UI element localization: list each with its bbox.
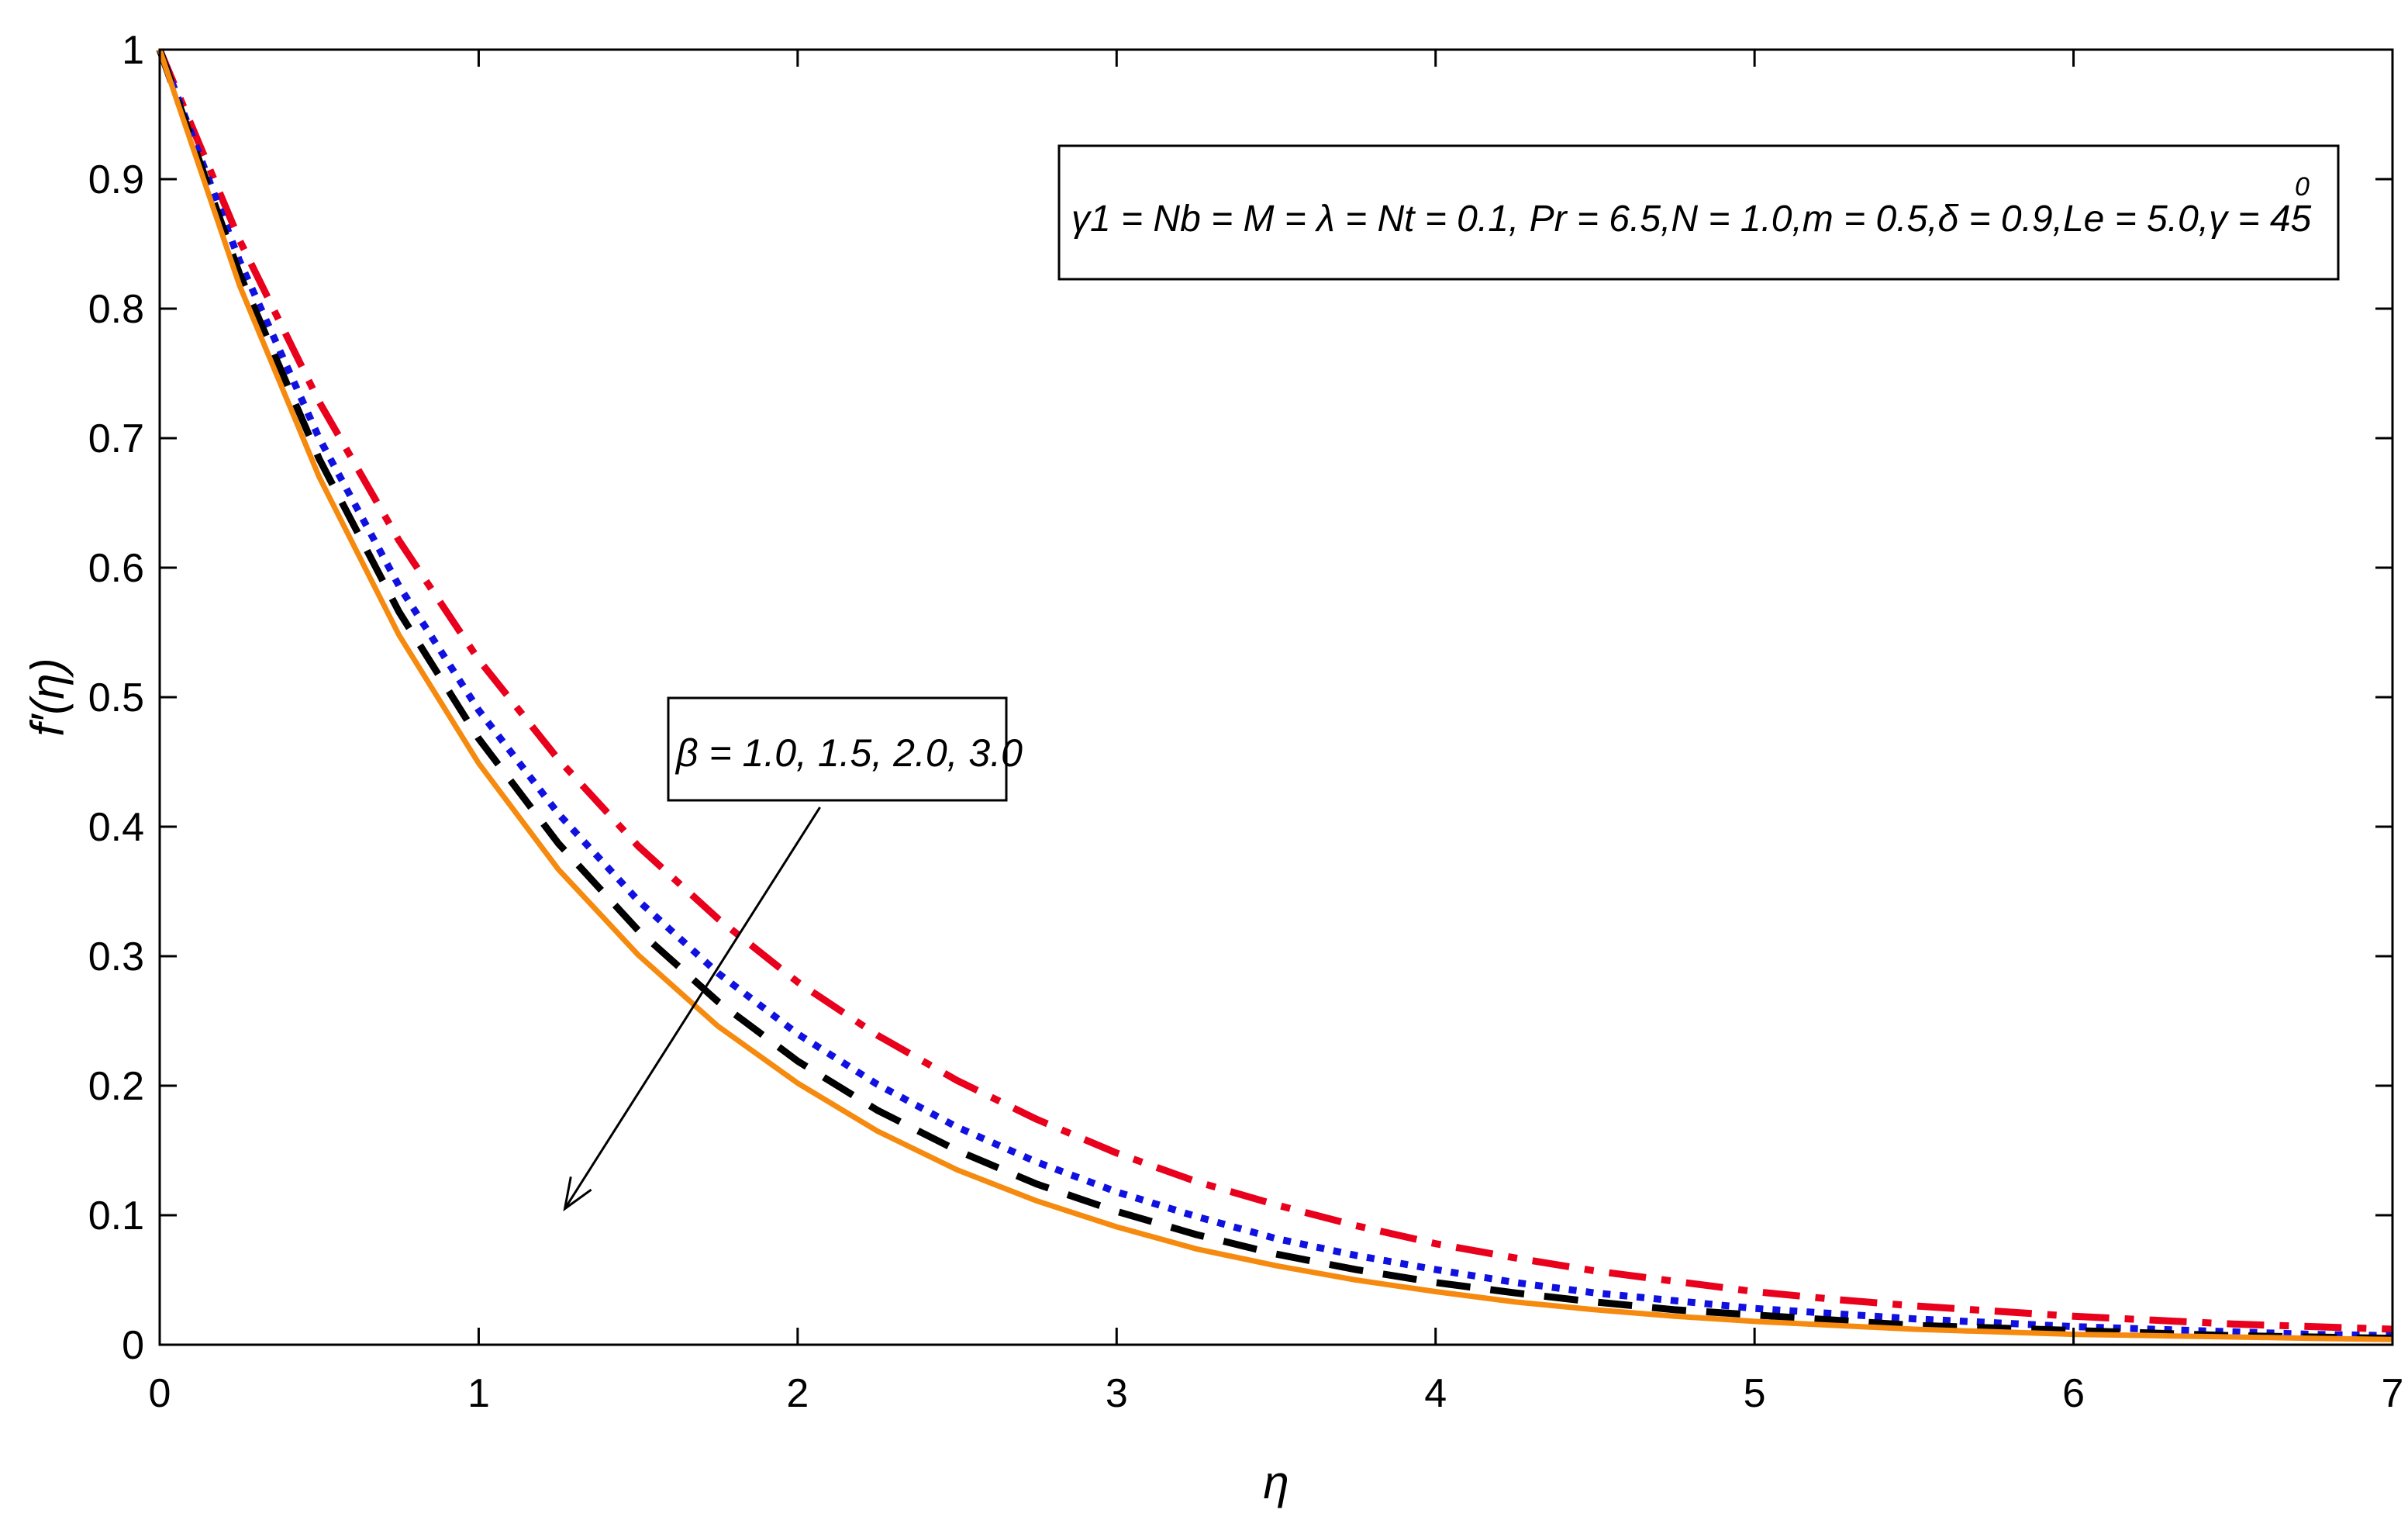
x-tick-label: 2 (786, 1371, 809, 1416)
beta-label-box: β = 1.0, 1.5, 2.0, 3.0 (667, 696, 1023, 802)
y-tick-label: 0.5 (88, 675, 144, 720)
x-tick-label: 6 (2062, 1371, 2085, 1416)
trend-arrow-shaft (564, 807, 821, 1210)
y-tick-label: 0.3 (88, 934, 144, 979)
beta-label-text: β = 1.0, 1.5, 2.0, 3.0 (674, 731, 1023, 775)
series-line-4 (157, 48, 2393, 1342)
y-tick-label: 1 (122, 28, 144, 73)
x-tick-label: 1 (467, 1371, 490, 1416)
y-axis-title: f′(η) (22, 658, 74, 736)
parameters-superscript: 0 (2295, 172, 2310, 202)
parameters-text: γ1 = Nb = M = λ = Nt = 0.1, Pr = 6.5,N =… (1071, 199, 2312, 240)
y-tick-label: 0.4 (88, 805, 144, 850)
beta-label-frame (667, 696, 1008, 802)
series-line-2 (156, 48, 2393, 1339)
y-tick-label: 0 (122, 1323, 144, 1368)
y-tick-label: 0.9 (88, 157, 144, 202)
x-tick-label: 0 (149, 1371, 171, 1416)
x-tick-label: 5 (1744, 1371, 1766, 1416)
x-tick-label: 7 (2382, 1371, 2404, 1416)
x-axis-title: η (1263, 1456, 1289, 1508)
x-tick-label: 4 (1424, 1371, 1447, 1416)
x-tick-label: 3 (1106, 1371, 1128, 1416)
arrow-layer (563, 807, 821, 1212)
y-tick-label: 0.7 (88, 416, 144, 461)
y-tick-label: 0.1 (88, 1194, 144, 1238)
y-tick-label: 0.2 (88, 1064, 144, 1109)
series-line-1 (156, 48, 2393, 1333)
trend-arrow-head (563, 1176, 592, 1212)
y-tick-label: 0.6 (88, 546, 144, 591)
parameters-box-frame (1057, 144, 2340, 281)
series-layer (156, 48, 2393, 1342)
y-tick-label: 0.8 (88, 287, 144, 332)
ticks-layer: 0 1 2 3 4 5 6 7 0 0.1 0.2 0.3 0.4 0.5 0.6 0.7 0.8 0.9 1 (88, 28, 2404, 1416)
parameters-box: γ1 = Nb = M = λ = Nt = 0.1, Pr = 6.5,N =… (1057, 144, 2340, 281)
